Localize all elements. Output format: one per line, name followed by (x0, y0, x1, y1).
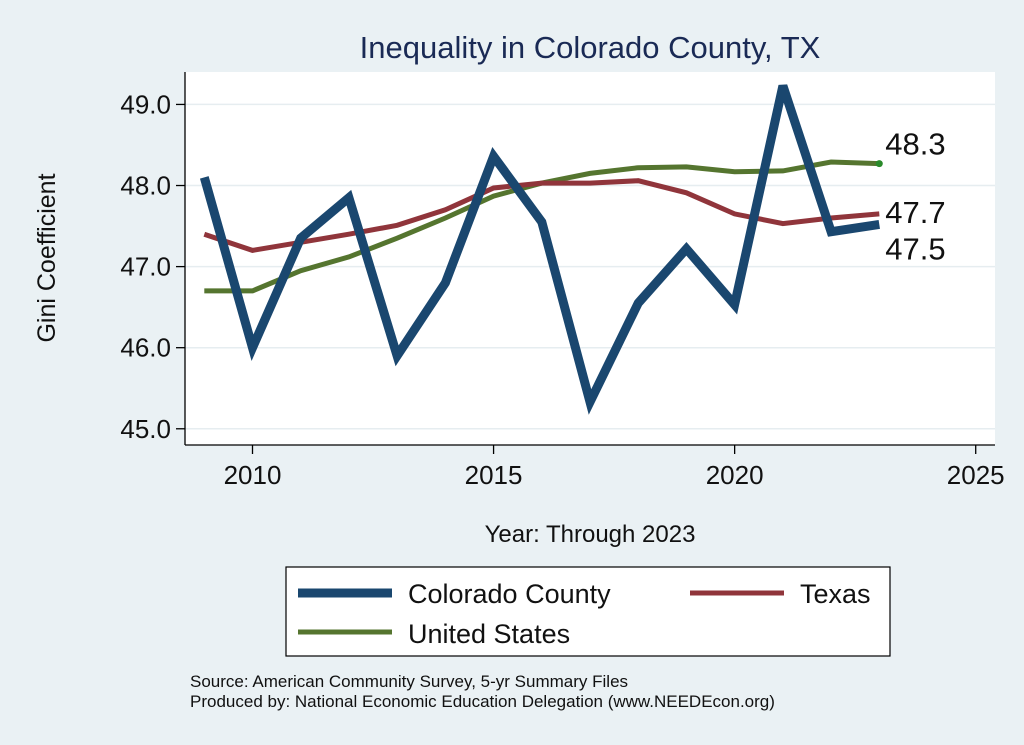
x-tick-label: 2010 (224, 460, 282, 490)
legend-label-colorado-county: Colorado County (408, 579, 611, 609)
chart-title: Inequality in Colorado County, TX (360, 30, 821, 65)
legend-box (285, 566, 891, 657)
x-tick-label: 2015 (465, 460, 523, 490)
y-tick-label: 48.0 (120, 171, 171, 201)
y-tick-label: 47.0 (120, 252, 171, 282)
plot-area (185, 72, 995, 445)
series-line-texas (203, 178, 880, 253)
end-labels: 47.547.7 48.3 (885, 127, 945, 267)
x-axis-label: Year: Through 2023 (485, 521, 696, 548)
legend-label-united-states: United States (408, 619, 570, 649)
producer-line: Produced by: National Economic Education… (190, 692, 775, 711)
end-label-united-states: 48.3 (885, 127, 945, 162)
series-line-colorado-county (199, 84, 880, 415)
legend: Colorado County Texas United States (285, 566, 891, 657)
series-lines (199, 84, 883, 415)
x-tick-label: 2020 (706, 460, 764, 490)
source-line: Source: American Community Survey, 5-yr … (190, 672, 629, 691)
end-point-united-states (875, 160, 883, 168)
axes: 45.0 46.0 47.0 48.0 49.0 2010 2015 2020 2025 (120, 72, 1005, 490)
y-tick-label: 49.0 (120, 89, 171, 119)
end-label-colorado-county: 47.5 (885, 231, 945, 266)
x-tick-label: 2025 (947, 460, 1005, 490)
y-axis-label: Gini Coefficient (33, 173, 61, 342)
legend-label-texas: Texas (800, 579, 871, 609)
y-tick-label: 45.0 (120, 414, 171, 444)
end-label-texas: 47.7 (885, 195, 945, 230)
y-tick-label: 46.0 (120, 333, 171, 363)
